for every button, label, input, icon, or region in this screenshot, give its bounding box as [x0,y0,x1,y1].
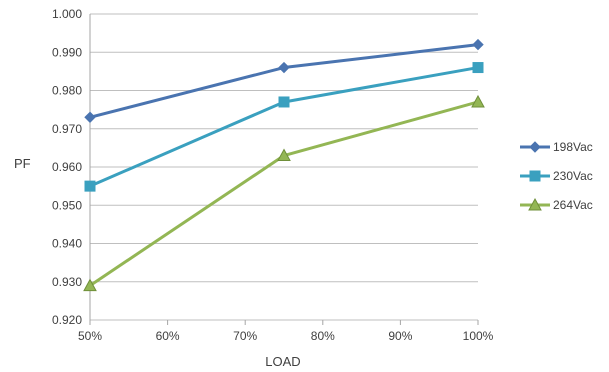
legend-entry: 264Vac [520,197,593,212]
x-tick-label: 100% [463,329,494,343]
gridlines [90,13,478,321]
y-tick-label: 0.960 [52,160,82,174]
x-tick-label: 50% [78,329,102,343]
y-tick-label: 0.990 [52,45,82,59]
y-axis-title: PF [14,156,31,171]
series-198Vac [84,38,484,123]
legend-marker [529,170,541,182]
legend-entry: 230Vac [520,169,593,183]
y-tick-label: 0.980 [52,84,82,98]
legend-marker [528,197,542,211]
data-point [277,148,291,162]
data-point [84,111,96,123]
y-tick-labels: 0.920 0.930 0.940 0.950 0.960 0.970 0.980 0.990… [52,7,82,327]
y-tick-label: 1.000 [52,7,82,21]
legend-marker [529,141,541,153]
axes [89,14,479,325]
series-264Vac [83,94,485,292]
x-tick-label: 90% [388,329,412,343]
y-tick-label: 0.950 [52,198,82,212]
series-230Vac [84,62,484,192]
data-point [471,94,485,108]
data-point [278,96,290,108]
legend-label: 230Vac [553,169,593,183]
legend-label: 198Vac [553,140,593,154]
legend-entry: 198Vac [520,140,593,154]
series-line [88,66,480,188]
x-axis-title: LOAD [265,354,300,369]
data-point [472,62,484,74]
data-point [83,278,97,292]
x-tick-labels: 50% 60% 70% 80% 90% 100% [78,329,494,343]
data-point [84,180,96,192]
series-line [88,100,480,288]
data-point [278,61,290,74]
y-tick-label: 0.930 [52,275,82,289]
legend: 198Vac 230Vac 264Vac [520,140,593,212]
x-tick-label: 70% [233,329,257,343]
x-tick-label: 80% [311,329,335,343]
x-tick-label: 60% [156,329,180,343]
y-tick-label: 0.940 [52,237,82,251]
y-tick-label: 0.920 [52,313,82,327]
data-point [472,38,484,51]
legend-label: 264Vac [553,198,593,212]
series-lines [83,38,485,292]
y-tick-label: 0.970 [52,122,82,136]
